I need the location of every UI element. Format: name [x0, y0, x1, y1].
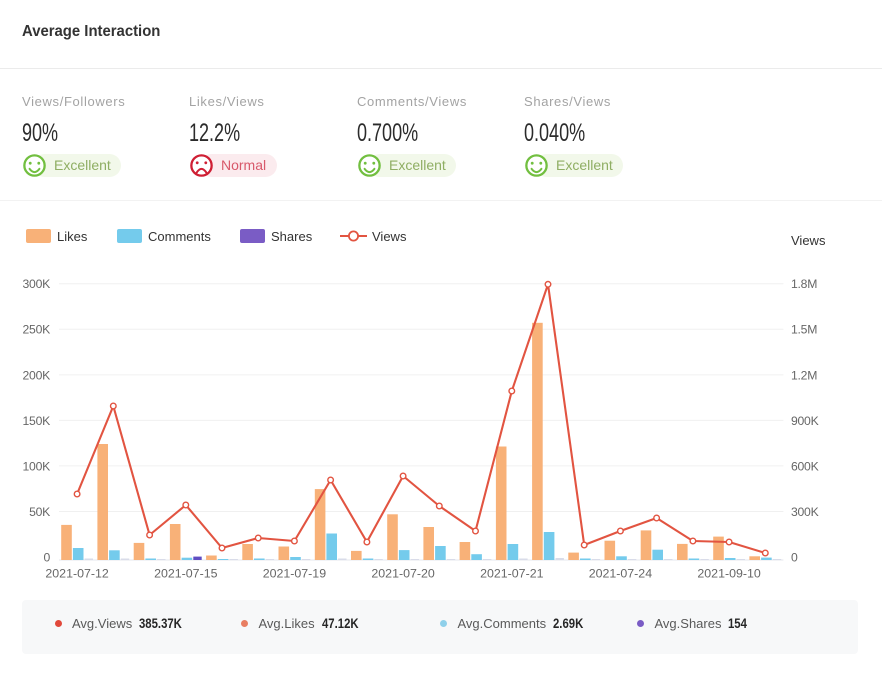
svg-text:2021-07-15: 2021-07-15 [154, 567, 217, 581]
svg-text:1.2M: 1.2M [791, 368, 817, 382]
svg-text:600K: 600K [791, 459, 819, 473]
svg-text:2021-07-19: 2021-07-19 [263, 567, 326, 581]
svg-text:300K: 300K [23, 277, 51, 291]
svg-text:0: 0 [43, 550, 50, 564]
svg-text:200K: 200K [23, 368, 51, 382]
svg-text:2021-07-20: 2021-07-20 [371, 567, 434, 581]
svg-text:300K: 300K [791, 505, 819, 519]
svg-text:250K: 250K [23, 323, 51, 337]
svg-text:1.5M: 1.5M [791, 323, 817, 337]
svg-text:2021-07-24: 2021-07-24 [589, 567, 652, 581]
svg-text:50K: 50K [29, 505, 50, 519]
svg-text:0: 0 [791, 550, 798, 564]
svg-text:2021-09-10: 2021-09-10 [697, 567, 760, 581]
svg-text:1.8M: 1.8M [791, 277, 817, 291]
svg-text:2021-07-21: 2021-07-21 [480, 567, 543, 581]
svg-text:100K: 100K [23, 459, 51, 473]
svg-text:2021-07-12: 2021-07-12 [45, 567, 108, 581]
svg-text:150K: 150K [23, 414, 51, 428]
svg-text:900K: 900K [791, 414, 819, 428]
